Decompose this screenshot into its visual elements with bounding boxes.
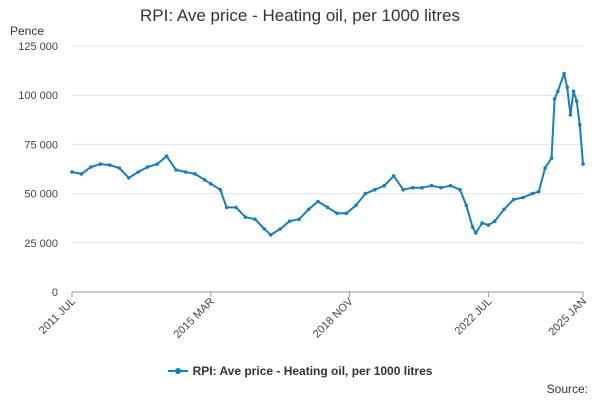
data-point [549, 156, 554, 160]
data-point [224, 205, 229, 210]
legend-label: RPI: Ave price - Heating oil, per 1000 l… [192, 364, 433, 378]
data-point [552, 97, 557, 101]
data-point [268, 233, 273, 237]
data-point [464, 203, 469, 208]
data-point [565, 85, 569, 90]
data-point [145, 165, 150, 169]
x-tick-label: 2015 MAR [172, 296, 217, 341]
source-label: Source: [546, 382, 588, 396]
y-tick-label: 0 [52, 287, 58, 299]
data-point [474, 231, 478, 235]
data-point [571, 89, 576, 94]
gridlines [72, 45, 583, 293]
y-tick-label: 75 000 [24, 139, 58, 151]
data-point [243, 215, 248, 219]
data-point [127, 176, 131, 180]
data-point [382, 183, 387, 188]
data-point [316, 199, 320, 204]
data-point [70, 170, 74, 174]
y-tick-label: 125 000 [18, 41, 58, 53]
data-point [391, 174, 396, 178]
data-point [306, 207, 311, 212]
data-point [492, 219, 497, 223]
y-tick-label: 50 000 [24, 189, 58, 201]
data-point [344, 211, 349, 216]
data-point [420, 185, 424, 190]
data-point [401, 187, 406, 192]
data-point [89, 165, 93, 169]
data-point [262, 227, 267, 231]
data-point [287, 219, 292, 223]
x-tick-label: 2025 JAN [546, 296, 589, 339]
x-tick-label: 2011 JUL [37, 296, 78, 337]
data-point [410, 185, 415, 190]
y-tick-label: 100 000 [18, 90, 58, 102]
x-tick-label: 2018 NOV [311, 295, 356, 340]
data-point [543, 166, 547, 170]
data-point [470, 225, 475, 229]
data-point [480, 221, 484, 225]
data-point [439, 185, 443, 190]
series-layer [70, 71, 585, 237]
y-tick-label: 25 000 [24, 238, 58, 250]
data-point [209, 182, 213, 186]
data-point [297, 217, 301, 221]
data-point [98, 162, 103, 166]
y-axis-ticks: 0 25 000 50 000 75 000 100 000 125 000 [18, 41, 58, 299]
series-line [71, 72, 584, 236]
legend-line-marker-icon [167, 368, 188, 374]
data-point [325, 205, 330, 210]
data-point [253, 217, 257, 221]
y-axis-unit-label: Pence [10, 24, 45, 38]
data-point [335, 211, 339, 216]
data-point [562, 71, 566, 76]
data-point [486, 223, 491, 227]
data-point [117, 166, 122, 170]
data-point [568, 113, 573, 117]
data-point [278, 227, 283, 231]
data-point [218, 187, 223, 192]
data-point [581, 162, 585, 166]
data-point [429, 183, 434, 188]
data-point [193, 172, 197, 176]
data-point [537, 189, 541, 194]
data-point [511, 197, 516, 202]
x-axis-ticks: 2011 JUL 2015 MAR 2018 NOV 2022 JUL 2025 JAN [37, 292, 589, 341]
data-point [354, 203, 358, 208]
data-point [521, 195, 525, 200]
chart-title: RPI: Ave price - Heating oil, per 1000 l… [139, 6, 460, 25]
data-point [234, 205, 238, 210]
data-point [363, 191, 368, 196]
data-point [136, 170, 140, 174]
data-point [183, 170, 188, 174]
data-point [574, 99, 579, 103]
data-point [79, 172, 84, 176]
legend: RPI: Ave price - Heating oil, per 1000 l… [0, 364, 600, 378]
data-point [578, 122, 582, 127]
data-point [174, 168, 178, 172]
data-point [530, 191, 535, 196]
data-point [502, 207, 506, 212]
data-point [155, 162, 159, 166]
data-point [108, 163, 112, 167]
data-point [164, 154, 169, 158]
data-point [448, 183, 453, 188]
data-point [373, 187, 377, 192]
x-tick-label: 2022 JUL [453, 296, 495, 338]
data-point [556, 89, 560, 94]
data-point [458, 187, 462, 192]
data-point [202, 178, 207, 182]
